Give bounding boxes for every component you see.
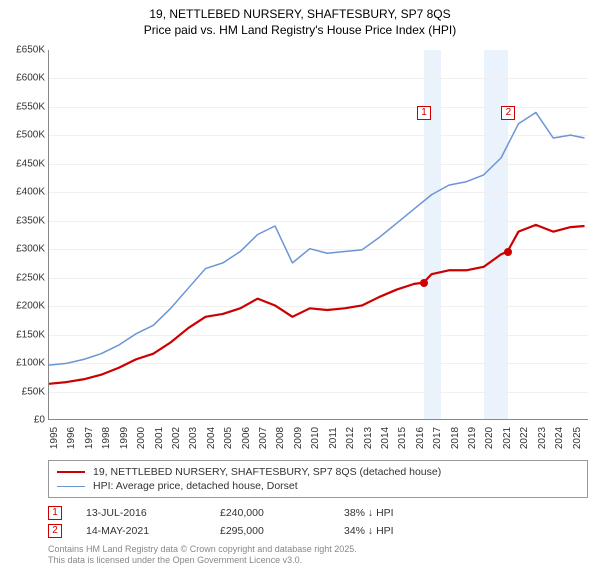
callout-dot [420,279,428,287]
x-axis-label: 2023 [537,427,548,449]
x-axis-label: 2002 [171,427,182,449]
y-axis-label: £400K [3,187,45,198]
legend-row-1: 19, NETTLEBED NURSERY, SHAFTESBURY, SP7 … [57,465,579,479]
x-axis-label: 2005 [223,427,234,449]
legend-and-footer: 19, NETTLEBED NURSERY, SHAFTESBURY, SP7 … [48,460,588,566]
x-axis-label: 2022 [519,427,530,449]
x-axis-label: 2009 [293,427,304,449]
legend-swatch-1 [57,471,85,473]
transaction-index: 2 [48,524,62,538]
y-axis-label: £500K [3,130,45,141]
x-axis-label: 1998 [101,427,112,449]
x-axis-label: 1997 [84,427,95,449]
x-axis-label: 2018 [450,427,461,449]
transaction-delta: 38% ↓ HPI [344,507,394,519]
y-axis-label: £650K [3,45,45,56]
x-axis-label: 2004 [206,427,217,449]
y-axis-label: £0 [3,415,45,426]
x-axis-label: 2015 [397,427,408,449]
x-axis-label: 2014 [380,427,391,449]
x-axis-label: 1999 [119,427,130,449]
x-axis-label: 2000 [136,427,147,449]
chart-plot-area: £0£50K£100K£150K£200K£250K£300K£350K£400… [48,50,588,420]
transaction-price: £240,000 [220,507,320,519]
transaction-row: 1 13-JUL-2016 £240,000 38% ↓ HPI [48,504,588,522]
footnote-line-1: Contains HM Land Registry data © Crown c… [48,544,588,555]
x-axis-label: 2019 [467,427,478,449]
callout-marker: 1 [417,106,431,120]
transaction-date: 14-MAY-2021 [86,525,196,537]
callout-marker: 2 [501,106,515,120]
x-axis-label: 1995 [49,427,60,449]
title-block: 19, NETTLEBED NURSERY, SHAFTESBURY, SP7 … [0,0,600,38]
footnote: Contains HM Land Registry data © Crown c… [48,544,588,566]
x-axis-label: 2025 [572,427,583,449]
x-axis-label: 2007 [258,427,269,449]
x-axis-label: 2020 [484,427,495,449]
y-axis-label: £50K [3,386,45,397]
transaction-index: 1 [48,506,62,520]
y-axis-label: £250K [3,272,45,283]
x-axis-label: 2017 [432,427,443,449]
title-line-1: 19, NETTLEBED NURSERY, SHAFTESBURY, SP7 … [0,6,600,22]
x-axis-label: 2012 [345,427,356,449]
chart-container: 19, NETTLEBED NURSERY, SHAFTESBURY, SP7 … [0,0,600,560]
y-axis-label: £300K [3,244,45,255]
y-axis-label: £550K [3,101,45,112]
x-axis-label: 2016 [415,427,426,449]
y-axis-label: £350K [3,215,45,226]
x-axis-label: 2010 [310,427,321,449]
legend-label-1: 19, NETTLEBED NURSERY, SHAFTESBURY, SP7 … [93,466,441,478]
legend-box: 19, NETTLEBED NURSERY, SHAFTESBURY, SP7 … [48,460,588,498]
footnote-line-2: This data is licensed under the Open Gov… [48,555,588,566]
x-axis-label: 2024 [554,427,565,449]
transactions-table: 1 13-JUL-2016 £240,000 38% ↓ HPI 2 14-MAY-202… [48,504,588,540]
transaction-row: 2 14-MAY-2021 £295,000 34% ↓ HPI [48,522,588,540]
x-axis-label: 2021 [502,427,513,449]
x-axis-label: 2008 [275,427,286,449]
transaction-price: £295,000 [220,525,320,537]
y-axis-label: £100K [3,358,45,369]
y-axis-label: £600K [3,73,45,84]
legend-label-2: HPI: Average price, detached house, Dors… [93,480,298,492]
title-line-2: Price paid vs. HM Land Registry's House … [0,22,600,38]
x-axis-label: 2001 [154,427,165,449]
series-hpi [49,112,585,365]
transaction-date: 13-JUL-2016 [86,507,196,519]
callout-dot [504,248,512,256]
x-axis-label: 1996 [66,427,77,449]
y-axis-label: £150K [3,329,45,340]
y-axis-label: £450K [3,158,45,169]
x-axis-label: 2013 [363,427,374,449]
legend-swatch-2 [57,486,85,487]
y-axis-label: £200K [3,301,45,312]
x-axis-label: 2011 [328,427,339,449]
x-axis-label: 2003 [188,427,199,449]
legend-row-2: HPI: Average price, detached house, Dors… [57,479,579,493]
x-axis-label: 2006 [241,427,252,449]
transaction-delta: 34% ↓ HPI [344,525,394,537]
